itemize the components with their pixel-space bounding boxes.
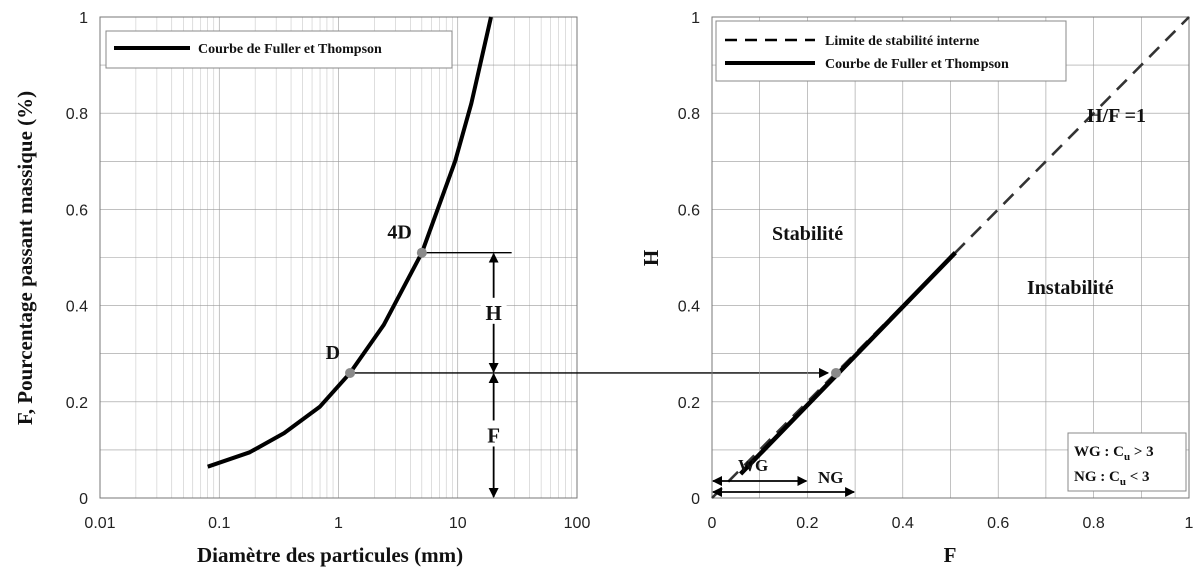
right-x-tick-label: 0.8	[1082, 515, 1104, 532]
curve-point-marker	[345, 367, 356, 378]
right-chart: 0 0.2 0.4 0.6 0.8 1 0 0.2 0.4 0.6 0.8 1 F H Limite…	[639, 10, 1194, 567]
criteria-box: WG : Cu > 3 NG : Cu < 3	[1067, 432, 1187, 492]
instability-region-label: Instabilité	[1027, 277, 1114, 299]
f-label-background	[480, 420, 507, 447]
fuller-thompson-line	[738, 251, 957, 476]
right-point-marker	[831, 367, 842, 378]
right-x-tick-label: 0.4	[892, 515, 914, 532]
left-legend: Courbe de Fuller et Thompson	[105, 30, 453, 69]
f-dimension-label: F	[487, 423, 500, 447]
curve-point-label: D	[326, 342, 340, 364]
left-y-tick-label: 0.4	[66, 299, 88, 316]
curve-point-label: 4D	[387, 222, 411, 244]
left-y-tick-label: 0.2	[66, 395, 88, 412]
left-y-axis-title: F, Pourcentage passant massique (%)	[13, 91, 37, 425]
ng-range-label: NG	[818, 468, 844, 487]
left-x-tick-labels: 0.01 0.1 1 10 100	[84, 515, 590, 532]
right-y-tick-label: 0.8	[678, 106, 700, 123]
fuller-thompson-curve	[207, 16, 493, 469]
left-x-tick-label: 0.01	[84, 515, 115, 532]
right-legend: Limite de stabilité interne Courbe de Fu…	[715, 20, 1067, 82]
left-x-tick-label: 1	[334, 515, 343, 532]
right-x-tick-label: 0	[708, 515, 717, 532]
left-x-tick-label: 0.1	[208, 515, 230, 532]
left-y-tick-labels: 0 0.2 0.4 0.6 0.8 1	[66, 10, 88, 508]
left-y-tick-label: 0.6	[66, 202, 88, 219]
stability-region-label: Stabilité	[772, 223, 843, 245]
wg-range-label: WG	[738, 456, 768, 475]
right-plot-frame	[711, 16, 1190, 499]
right-x-axis-title: F	[944, 543, 957, 567]
left-chart: 0.01 0.1 1 10 100 00.20.40.60.81 Diamètre de…	[13, 10, 830, 567]
curve-point-marker	[416, 247, 427, 258]
left-x-axis-title: Diamètre des particules (mm)	[197, 543, 463, 567]
h-label-background	[480, 297, 507, 324]
left-x-tick-label: 100	[564, 515, 591, 532]
wg-criterion: WG : Cu > 3	[1074, 444, 1154, 463]
left-y-tick-label: 1	[79, 10, 88, 27]
right-legend-label-curve: Courbe de Fuller et Thompson	[825, 57, 1009, 72]
left-x-tick-label: 10	[449, 515, 467, 532]
right-points	[831, 367, 842, 378]
right-y-tick-label: 0.2	[678, 395, 700, 412]
left-legend-label: Courbe de Fuller et Thompson	[198, 42, 382, 57]
right-x-tick-label: 1	[1185, 515, 1194, 532]
right-y-tick-labels: 0 0.2 0.4 0.6 0.8 1	[678, 10, 700, 508]
stability-limit-line	[711, 16, 1190, 499]
right-y-axis-title: H	[639, 250, 663, 266]
left-plot-frame	[99, 16, 578, 499]
left-y-tick-label: 0.8	[66, 106, 88, 123]
right-y-tick-label: 0.6	[678, 202, 700, 219]
right-x-tick-label: 0.6	[987, 515, 1009, 532]
right-x-tick-label: 0.2	[796, 515, 818, 532]
left-y-tick-label: 0	[79, 491, 88, 508]
right-y-tick-label: 0	[691, 491, 700, 508]
right-x-tick-labels: 0 0.2 0.4 0.6 0.8 1	[708, 515, 1194, 532]
right-y-tick-label: 0.4	[678, 299, 700, 316]
h-dimension-label: H	[485, 301, 501, 325]
h-over-f-label: H/F =1	[1087, 105, 1146, 127]
ng-criterion: NG : Cu < 3	[1074, 469, 1150, 488]
right-y-tick-label: 1	[691, 10, 700, 27]
right-legend-label-limit: Limite de stabilité interne	[825, 34, 979, 49]
left-points: D 4D	[326, 222, 427, 378]
